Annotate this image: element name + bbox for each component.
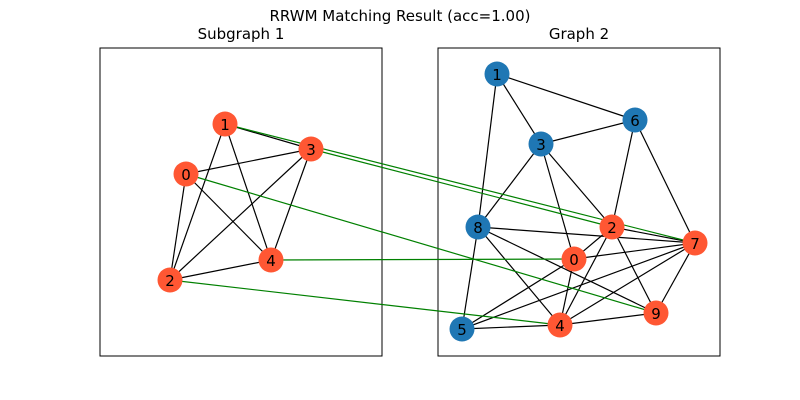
node-label: 5 — [457, 321, 467, 339]
graph-node — [212, 111, 238, 137]
graph-node — [258, 247, 284, 273]
node-label: 2 — [165, 272, 175, 290]
graph-edge — [559, 226, 613, 326]
graph-edge — [477, 143, 542, 228]
graph-edge — [169, 148, 312, 281]
graph-edge — [573, 242, 696, 260]
node-label: 7 — [690, 235, 700, 253]
panel-2-title: Graph 2 — [549, 25, 609, 43]
graph-nodes: 0 1 2 3 4 1 6 3 8 5 2 7 0 9 4 — [157, 61, 708, 342]
graph-node — [484, 61, 510, 87]
graph-node — [173, 161, 199, 187]
graph-edge — [477, 226, 561, 326]
graph-edge — [559, 242, 696, 326]
node-label: 1 — [220, 116, 230, 134]
graph-node — [561, 246, 587, 272]
match-edge — [169, 279, 561, 326]
graph-edge — [185, 173, 272, 261]
match-edge — [310, 148, 613, 228]
node-label: 2 — [607, 219, 617, 237]
graph-edge — [655, 242, 696, 314]
graph-node — [599, 214, 625, 240]
graph-node — [465, 214, 491, 240]
graph-edge — [169, 259, 272, 281]
graph-edge — [461, 226, 479, 330]
node-label: 4 — [266, 252, 276, 270]
node-label: 3 — [536, 136, 546, 154]
graph-node — [643, 300, 669, 326]
graph-edge — [634, 119, 696, 244]
graph-edge — [477, 226, 657, 314]
graph-edge — [461, 324, 561, 330]
graph-edge — [559, 312, 657, 326]
node-label: 6 — [630, 112, 640, 130]
graph-edge — [185, 148, 312, 175]
graph-edge — [461, 242, 696, 330]
graph-edge — [496, 73, 542, 145]
graph-edge — [461, 258, 575, 330]
graph-edge — [611, 119, 636, 228]
graph-node — [682, 230, 708, 256]
graph-edge — [496, 73, 636, 121]
graph-node — [449, 316, 475, 342]
graph-node — [547, 312, 573, 338]
graph-edge — [477, 226, 696, 244]
panel-2-frame — [437, 47, 721, 357]
match-edge — [185, 173, 657, 314]
graph-node — [622, 107, 648, 133]
node-label: 0 — [569, 251, 579, 269]
graph-edge — [169, 123, 226, 281]
panel-1-frame — [99, 47, 383, 357]
panel-1-title: Subgraph 1 — [198, 25, 285, 43]
graph-edge — [540, 143, 613, 228]
node-label: 0 — [181, 166, 191, 184]
graph-edge — [540, 119, 636, 145]
node-label: 1 — [492, 66, 502, 84]
graph-edge — [169, 173, 187, 281]
graph-edge — [477, 73, 498, 228]
node-label: 9 — [651, 305, 661, 323]
node-label: 4 — [555, 317, 565, 335]
node-label: 8 — [473, 219, 483, 237]
graph-node — [528, 131, 554, 157]
graph-edge — [540, 143, 575, 260]
graph-node — [157, 267, 183, 293]
graph-node — [298, 136, 324, 162]
match-edge — [270, 258, 575, 261]
node-label: 3 — [306, 141, 316, 159]
graph-edge — [611, 226, 657, 314]
graph-edge — [611, 226, 696, 244]
chart-title: RRWM Matching Result (acc=1.00) — [270, 7, 531, 25]
